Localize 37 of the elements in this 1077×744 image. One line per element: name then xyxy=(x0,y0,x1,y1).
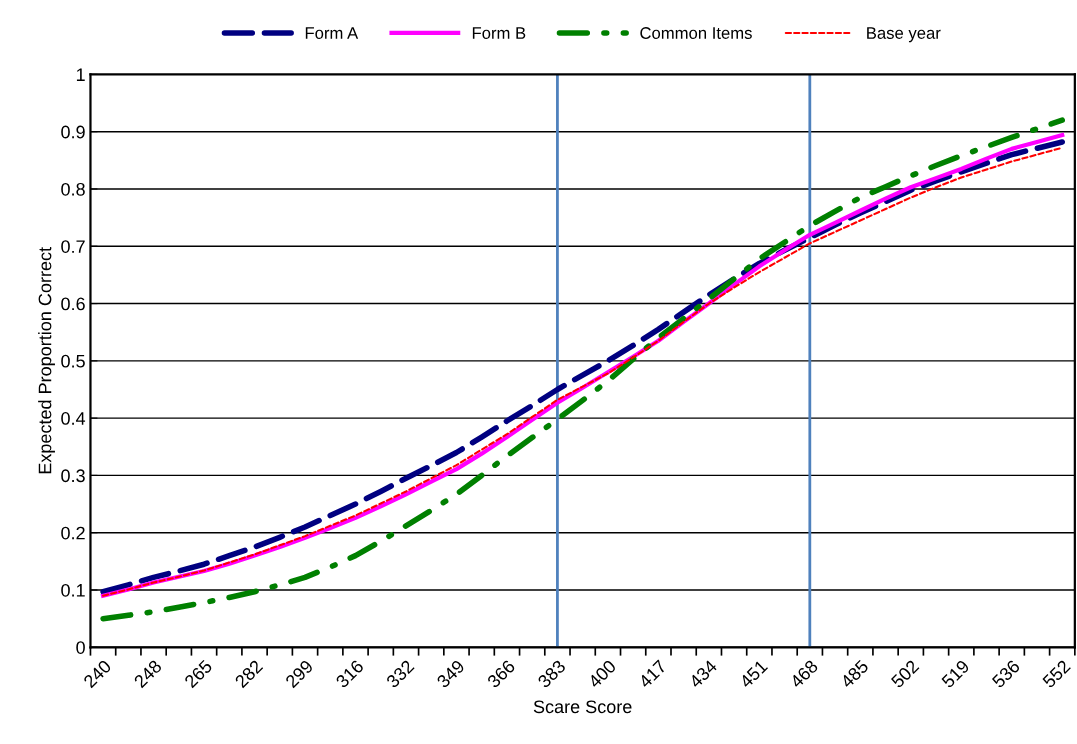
legend-label: Base year xyxy=(867,27,941,43)
x-tick-label: 366 xyxy=(486,659,516,689)
y-tick-label: 0.2 xyxy=(61,526,85,540)
y-tick-label: 0.3 xyxy=(61,469,85,483)
y-tick-label: 0.4 xyxy=(61,412,86,425)
x-tick-label: 519 xyxy=(940,659,971,689)
x-tick-label: 417 xyxy=(637,659,667,689)
y-axis-title: Expected Proportion Correct xyxy=(38,247,55,474)
y-tick-label: 0.9 xyxy=(61,125,85,139)
y-tick-label: 0.6 xyxy=(61,297,85,311)
x-tick-label: 265 xyxy=(183,659,213,689)
y-tick-label: 0.8 xyxy=(61,182,85,196)
x-tick-label: 536 xyxy=(991,659,1021,689)
legend-label: Form B xyxy=(472,27,526,39)
x-tick-label: 332 xyxy=(385,659,415,689)
x-tick-label: 349 xyxy=(435,659,466,689)
y-tick-label: 1 xyxy=(76,68,85,81)
y-tick-label: 0.5 xyxy=(61,354,85,368)
x-tick-label: 552 xyxy=(1041,659,1071,689)
legend-label: Form A xyxy=(305,27,359,39)
x-axis-title: Scare Score xyxy=(533,700,632,714)
x-tick-label: 502 xyxy=(890,659,920,689)
x-tick-label: 485 xyxy=(839,659,870,689)
x-tick-label: 400 xyxy=(587,659,617,689)
x-tick-label: 316 xyxy=(335,659,365,689)
x-tick-label: 299 xyxy=(284,659,314,689)
x-tick-label: 468 xyxy=(789,659,819,689)
x-tick-label: 451 xyxy=(738,659,769,689)
legend-label: Common Items xyxy=(640,27,752,39)
y-tick-label: 0 xyxy=(76,641,85,654)
y-tick-label: 0.7 xyxy=(61,240,85,253)
x-tick-label: 248 xyxy=(133,659,163,689)
x-tick-label: 282 xyxy=(234,659,264,689)
x-tick-label: 434 xyxy=(688,659,718,689)
y-tick-label: 0.1 xyxy=(61,583,85,597)
x-tick-label: 383 xyxy=(536,659,567,689)
x-tick-label: 240 xyxy=(82,659,112,689)
